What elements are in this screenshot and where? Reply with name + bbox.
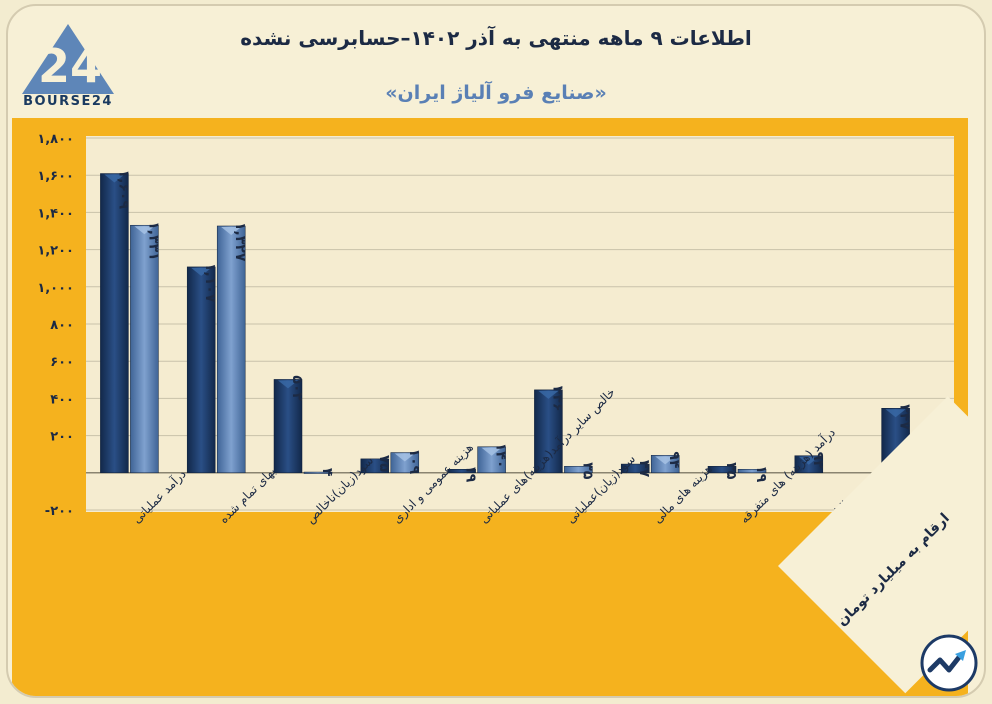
bar — [303, 471, 333, 474]
y-tick-label: ۶۰۰ — [50, 355, 74, 370]
y-tick-label: ۱,۶۰۰ — [37, 169, 74, 184]
data-label: ۹۲ — [810, 452, 826, 470]
bar-bevel — [798, 456, 819, 465]
bar-bevel — [221, 226, 242, 235]
chart-frame: 24 BOURSE24 اطلاعات ۹ ماهه منتهی به آذر … — [6, 4, 986, 698]
data-label: ۱۰۹ — [406, 449, 422, 475]
bar — [273, 379, 303, 474]
y-tick-label: ۱,۸۰۰ — [37, 132, 74, 147]
chart-panel: ۱,۶۰۹ ۱,۳۳۱ ۱,۱۰۷ ۱,۳۲۷ ۵۰۲ ۴ ۷۵ ۱۰۹ ۱۹ ۱۴۰ ۴۴۶ ۳۵ ۴… — [12, 118, 968, 696]
y-tick-label: -۲۰۰ — [45, 504, 74, 519]
bar — [564, 466, 593, 474]
data-label: ۱,۳۳۱ — [145, 221, 161, 261]
bar — [707, 466, 737, 474]
bar — [216, 225, 246, 474]
bar-bevel — [104, 174, 125, 183]
data-label: ۳۵ — [723, 462, 739, 480]
bar-bevel — [134, 226, 155, 235]
y-tick-label: ۱,۰۰۰ — [37, 281, 74, 296]
bar — [360, 458, 390, 474]
data-label: ۷۵ — [376, 455, 392, 473]
data-label: ۴۴۶ — [549, 386, 565, 412]
y-tick-label: ۴۰۰ — [50, 392, 74, 407]
logo-mark: 24 — [38, 39, 102, 93]
chart-title: اطلاعات ۹ ماهه منتهی به آذر ۱۴۰۲–حسابرسی… — [240, 26, 752, 50]
bar — [100, 173, 129, 474]
bar — [447, 469, 476, 474]
y-tick-label: ۱,۲۰۰ — [37, 244, 74, 259]
bar — [130, 224, 159, 474]
trend-up-icon — [920, 634, 978, 692]
data-label: ۳۵ — [579, 462, 595, 480]
bourse24-logo-icon: 24 — [22, 24, 114, 94]
bar-bevel — [278, 380, 298, 389]
data-label: ۱۴۰ — [493, 443, 509, 469]
data-label: ۱۹ — [753, 465, 769, 483]
y-tick-label: ۱,۴۰۰ — [37, 206, 74, 221]
data-label: ۳۴۷ — [897, 404, 913, 430]
bar-bevel — [538, 390, 559, 399]
bar-chart: ۱,۶۰۹ ۱,۳۳۱ ۱,۱۰۷ ۱,۳۲۷ ۵۰۲ ۴ ۷۵ ۱۰۹ ۱۹ ۱۴۰ ۴۴۶ ۳۵ ۴… — [37, 132, 968, 527]
bar — [186, 266, 216, 474]
y-tick-label: ۸۰۰ — [50, 318, 74, 333]
bar — [737, 469, 767, 474]
bar-bevel — [481, 447, 502, 456]
data-label: ۱۹ — [463, 465, 479, 483]
bar-bevel — [191, 267, 212, 276]
data-label: ۱,۱۰۷ — [202, 263, 218, 303]
chart-subtitle: «صنایع فرو آلیاژ ایران» — [385, 82, 607, 104]
bar-bevel — [885, 409, 906, 418]
data-label: ۵۰۲ — [289, 375, 305, 401]
data-label: ۴ — [319, 468, 335, 477]
y-tick-label: ۲۰۰ — [50, 430, 74, 445]
bar — [390, 452, 420, 474]
bar-bevel — [394, 453, 415, 462]
logo-text: BOURSE24 — [23, 94, 113, 109]
data-label: ۱,۳۲۷ — [232, 222, 248, 262]
bar — [534, 389, 563, 474]
bar-bevel — [655, 456, 676, 465]
data-label: ۱,۶۰۹ — [115, 170, 131, 210]
data-label: ۹۴ — [666, 451, 682, 469]
data-label: ۴۷ — [636, 460, 652, 478]
bar — [620, 463, 650, 474]
